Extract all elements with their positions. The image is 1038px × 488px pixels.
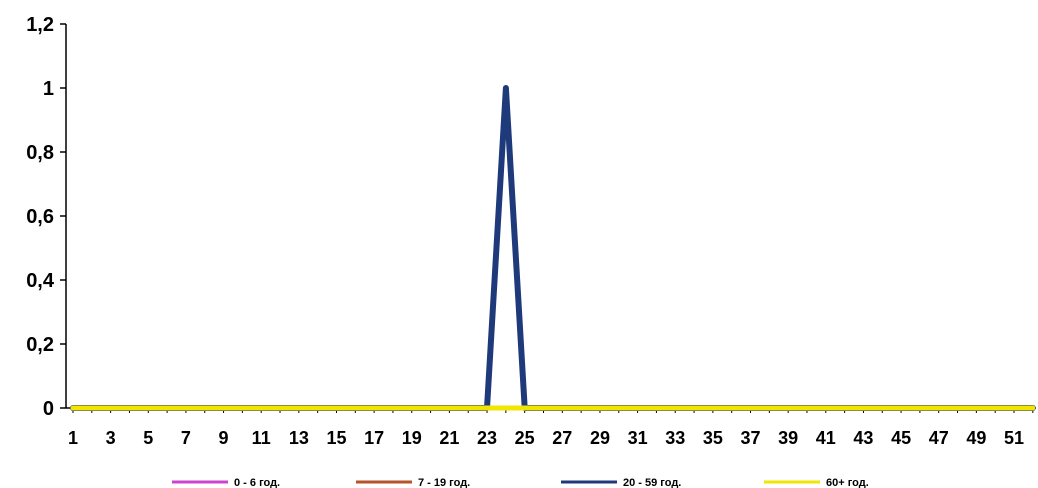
x-axis-ticks: 1 3 5 7 9 11 13 15 17 19 21 23 25 27 29 31 33 35 37 39 41 43 4… (68, 408, 1034, 448)
legend-label-1: 0 - 6 год. (234, 477, 280, 488)
y-axis-ticks: 0 0,2 0,4 0,6 0,8 1 1,2 (26, 14, 66, 420)
y-tick-label: 0,6 (26, 206, 54, 228)
x-tick-label: 29 (590, 428, 610, 448)
x-tick-label: 33 (665, 428, 685, 448)
x-tick-label: 17 (364, 428, 384, 448)
x-tick-label: 1 (68, 428, 78, 448)
legend-label-2: 7 - 19 год. (418, 477, 470, 488)
legend-label-3: 20 - 59 год. (623, 477, 681, 488)
x-tick-label: 19 (402, 428, 422, 448)
x-tick-label: 27 (552, 428, 572, 448)
x-tick-label: 37 (741, 428, 761, 448)
legend-label-4: 60+ год. (826, 477, 869, 488)
x-tick-label: 25 (515, 428, 535, 448)
x-tick-label: 39 (778, 428, 798, 448)
x-tick-label: 49 (966, 428, 986, 448)
x-tick-label: 5 (143, 428, 153, 448)
x-tick-label: 9 (219, 428, 229, 448)
x-tick-label: 23 (477, 428, 497, 448)
y-tick-label: 1,2 (26, 14, 54, 36)
y-tick-label: 1 (43, 78, 54, 100)
x-tick-label: 15 (326, 428, 346, 448)
series-lines (70, 85, 1036, 411)
y-tick-label: 0 (43, 398, 54, 420)
x-tick-label: 35 (703, 428, 723, 448)
x-tick-label: 51 (1004, 428, 1024, 448)
x-tick-label: 13 (289, 428, 309, 448)
x-tick-label: 21 (439, 428, 459, 448)
x-tick-label: 45 (891, 428, 911, 448)
x-tick-label: 47 (929, 428, 949, 448)
y-tick-label: 0,8 (26, 142, 54, 164)
x-tick-label: 11 (252, 428, 271, 448)
y-tick-label: 0,4 (26, 270, 55, 292)
legend: 0 - 6 год. 7 - 19 год. 20 - 59 год. 60+ год… (172, 477, 869, 488)
x-tick-label: 3 (106, 428, 116, 448)
x-tick-label: 31 (628, 428, 648, 448)
axes (65, 24, 1036, 409)
x-tick-label: 43 (853, 428, 873, 448)
x-tick-label: 7 (181, 428, 191, 448)
series-line-3 (70, 85, 1036, 411)
x-tick-label: 41 (816, 428, 836, 448)
y-tick-label: 0,2 (26, 334, 54, 356)
